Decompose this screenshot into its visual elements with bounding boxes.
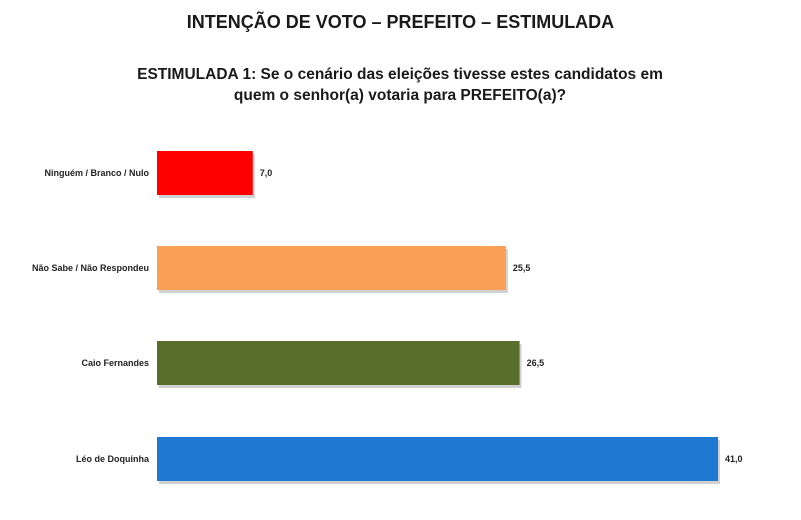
category-label: Ninguém / Branco / Nulo: [44, 168, 149, 178]
value-label: 7,0: [260, 168, 273, 178]
bar-1: [157, 151, 253, 195]
value-label: 41,0: [725, 454, 743, 464]
chart-title: INTENÇÃO DE VOTO – PREFEITO – ESTIMULADA: [186, 12, 615, 32]
category-label: Caio Fernandes: [81, 358, 149, 368]
question-line-2: quem o senhor(a) votaria para PREFEITO(a…: [233, 87, 567, 104]
bar-3: [157, 341, 520, 385]
category-label: Léo de Doquinha: [76, 454, 150, 464]
category-label: Não Sabe / Não Respondeu: [32, 263, 149, 273]
bar-4: [157, 437, 718, 481]
value-label: 25,5: [513, 263, 531, 273]
value-label: 26,5: [527, 358, 545, 368]
bar-2: [157, 246, 506, 290]
question-line-1: ESTIMULADA 1: Se o cenário das eleições …: [137, 66, 663, 83]
chart-question: ESTIMULADA 1: Se o cenário das eleições …: [90, 64, 710, 106]
